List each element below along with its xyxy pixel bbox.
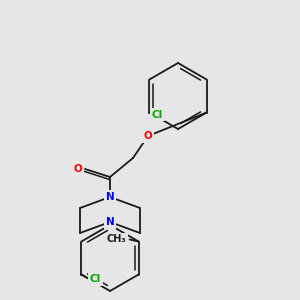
- Text: N: N: [106, 217, 114, 227]
- Text: N: N: [106, 192, 114, 202]
- Text: O: O: [144, 131, 152, 141]
- Text: O: O: [74, 164, 82, 174]
- Text: Cl: Cl: [152, 110, 163, 119]
- Text: Cl: Cl: [90, 274, 101, 284]
- Text: CH₃: CH₃: [107, 233, 127, 244]
